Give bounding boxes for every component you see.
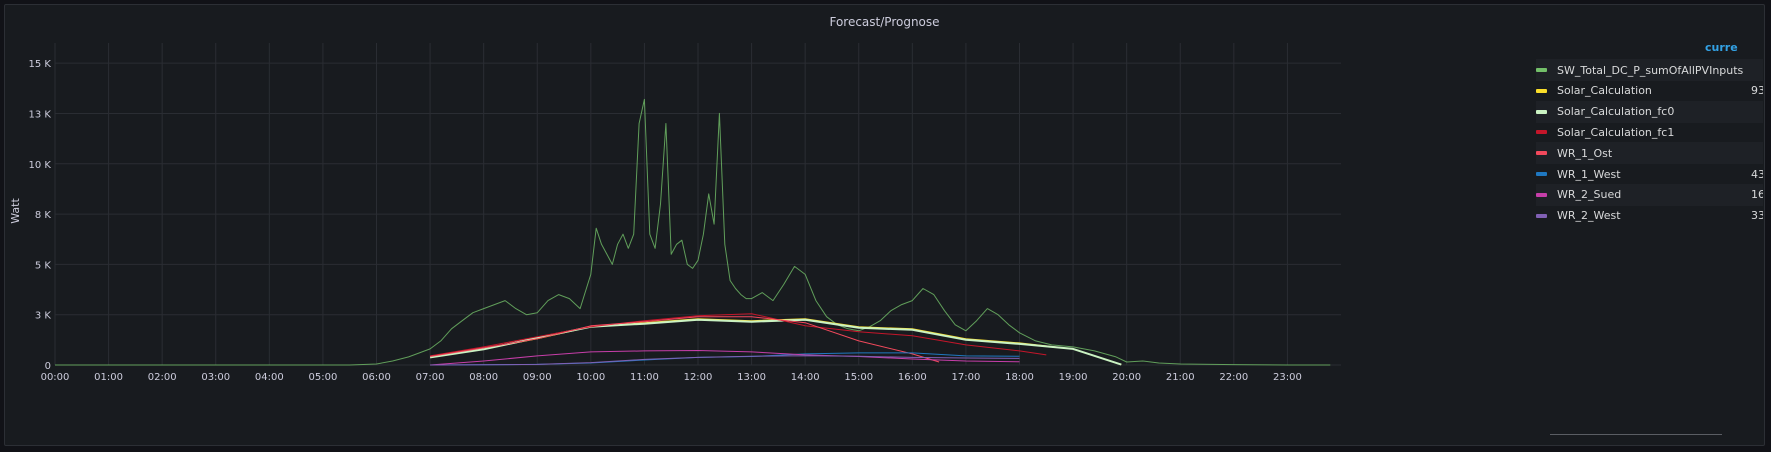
legend-item-name: Solar_Calculation_fc1 (1557, 125, 1675, 139)
x-tick-label: 15:00 (844, 372, 873, 383)
series-line-solar-calculation-fc0 (429, 318, 1122, 366)
x-tick-label: 06:00 (362, 372, 391, 383)
legend-item[interactable]: WR_1_West 43 (1536, 163, 1763, 185)
x-tick-label: 16:00 (898, 372, 927, 383)
legend-item-value: 43 (1751, 167, 1763, 181)
x-tick-label: 03:00 (201, 372, 230, 383)
x-tick-label: 07:00 (416, 372, 445, 383)
x-tick-label: 18:00 (1005, 372, 1034, 383)
x-tick-label: 22:00 (1219, 372, 1248, 383)
legend-item-value: 93 (1751, 84, 1763, 98)
chart-panel: Forecast/Prognose 0 3 K 5 K 8 K 10 K 13 K 15 K… (4, 4, 1765, 446)
legend-scrollbar[interactable] (1550, 434, 1722, 435)
y-tick-label: 0 (45, 361, 51, 372)
series-lines (55, 98, 1331, 366)
legend-item[interactable]: SW_Total_DC_P_sumOfAllPVInputs (1536, 59, 1763, 81)
legend-item-name: WR_1_Ost (1557, 146, 1613, 160)
legend-item-name: SW_Total_DC_P_sumOfAllPVInputs (1557, 63, 1744, 77)
series-line-wr-1-ost (430, 316, 940, 363)
legend-item-name: Solar_Calculation_fc0 (1557, 105, 1675, 119)
x-tick-label: 21:00 (1166, 372, 1195, 383)
legend-swatch-icon (1536, 172, 1547, 176)
y-tick-label: 13 K (29, 109, 52, 120)
x-tick-label: 00:00 (41, 372, 70, 383)
x-tick-label: 04:00 (255, 372, 284, 383)
legend-swatch-icon (1536, 68, 1547, 72)
legend-swatch-icon (1536, 109, 1547, 114)
series-line-solar-calculation (430, 318, 1122, 366)
x-tick-label: 02:00 (148, 372, 177, 383)
x-tick-label: 14:00 (791, 372, 820, 383)
legend-current-header[interactable]: curre (1705, 41, 1738, 54)
legend-item-value: 16 (1751, 188, 1763, 202)
series-line-solar-calculation-fc1 (430, 313, 1047, 357)
x-tick-label: 17:00 (952, 372, 981, 383)
y-tick-label: 8 K (35, 210, 52, 221)
legend-item[interactable]: WR_2_West 33 (1536, 205, 1763, 227)
panel-title[interactable]: Forecast/Prognose (829, 15, 940, 29)
x-tick-label: 08:00 (469, 372, 498, 383)
legend-item-name: WR_1_West (1557, 167, 1621, 181)
y-tick-label: 10 K (29, 160, 52, 171)
series-line-wr-2-west (430, 355, 1020, 366)
y-tick-label: 3 K (35, 311, 52, 322)
x-tick-label: 01:00 (94, 372, 123, 383)
x-tick-label: 23:00 (1273, 372, 1302, 383)
x-tick-label: 19:00 (1059, 372, 1088, 383)
x-tick-label: 05:00 (309, 372, 338, 383)
series-line-wr-2-sued (430, 350, 1020, 366)
legend-swatch-icon (1536, 192, 1547, 197)
y-tick-label: 15 K (29, 59, 52, 70)
x-tick-label: 13:00 (737, 372, 766, 383)
x-tick-label: 09:00 (523, 372, 552, 383)
x-tick-label: 12:00 (684, 372, 713, 383)
legend-swatch-icon (1536, 213, 1547, 218)
legend: SW_Total_DC_P_sumOfAllPVInputs Solar_Calc… (1531, 59, 1763, 254)
x-axis-ticks: 00:00 01:00 02:00 03:00 04:00 05:00 06:00 07:00… (41, 372, 1302, 383)
chart-grid (54, 43, 1341, 366)
y-axis-label: Watt (9, 198, 22, 224)
legend-item-value: 33 (1751, 209, 1763, 223)
y-axis-ticks: 0 3 K 5 K 8 K 10 K 13 K 15 K (29, 59, 52, 372)
legend-item-name: WR_2_Sued (1557, 188, 1622, 202)
legend-swatch-icon (1536, 130, 1547, 135)
legend-item[interactable]: Solar_Calculation_fc1 (1536, 121, 1763, 143)
legend-item[interactable]: Solar_Calculation_fc0 (1536, 100, 1763, 123)
x-tick-label: 20:00 (1112, 372, 1141, 383)
series-line-wr-1-west (430, 352, 1020, 366)
legend-item[interactable]: WR_1_Ost (1536, 142, 1763, 165)
legend-item-name: Solar_Calculation (1557, 84, 1652, 98)
legend-swatch-icon (1536, 151, 1547, 156)
legend-item-name: WR_2_West (1557, 209, 1621, 223)
series-line-sw-total-dc-p-sumofallpvinputs (55, 98, 1331, 366)
x-tick-label: 11:00 (630, 372, 659, 383)
line-chart: 0 3 K 5 K 8 K 10 K 13 K 15 K 00:00 01:00 02:00 03… (9, 43, 1341, 383)
legend-item[interactable]: WR_2_Sued 16 (1536, 183, 1763, 206)
x-tick-label: 10:00 (576, 372, 605, 383)
legend-item[interactable]: Solar_Calculation 93 (1536, 80, 1763, 102)
legend-swatch-icon (1536, 88, 1547, 93)
y-tick-label: 5 K (35, 260, 52, 271)
